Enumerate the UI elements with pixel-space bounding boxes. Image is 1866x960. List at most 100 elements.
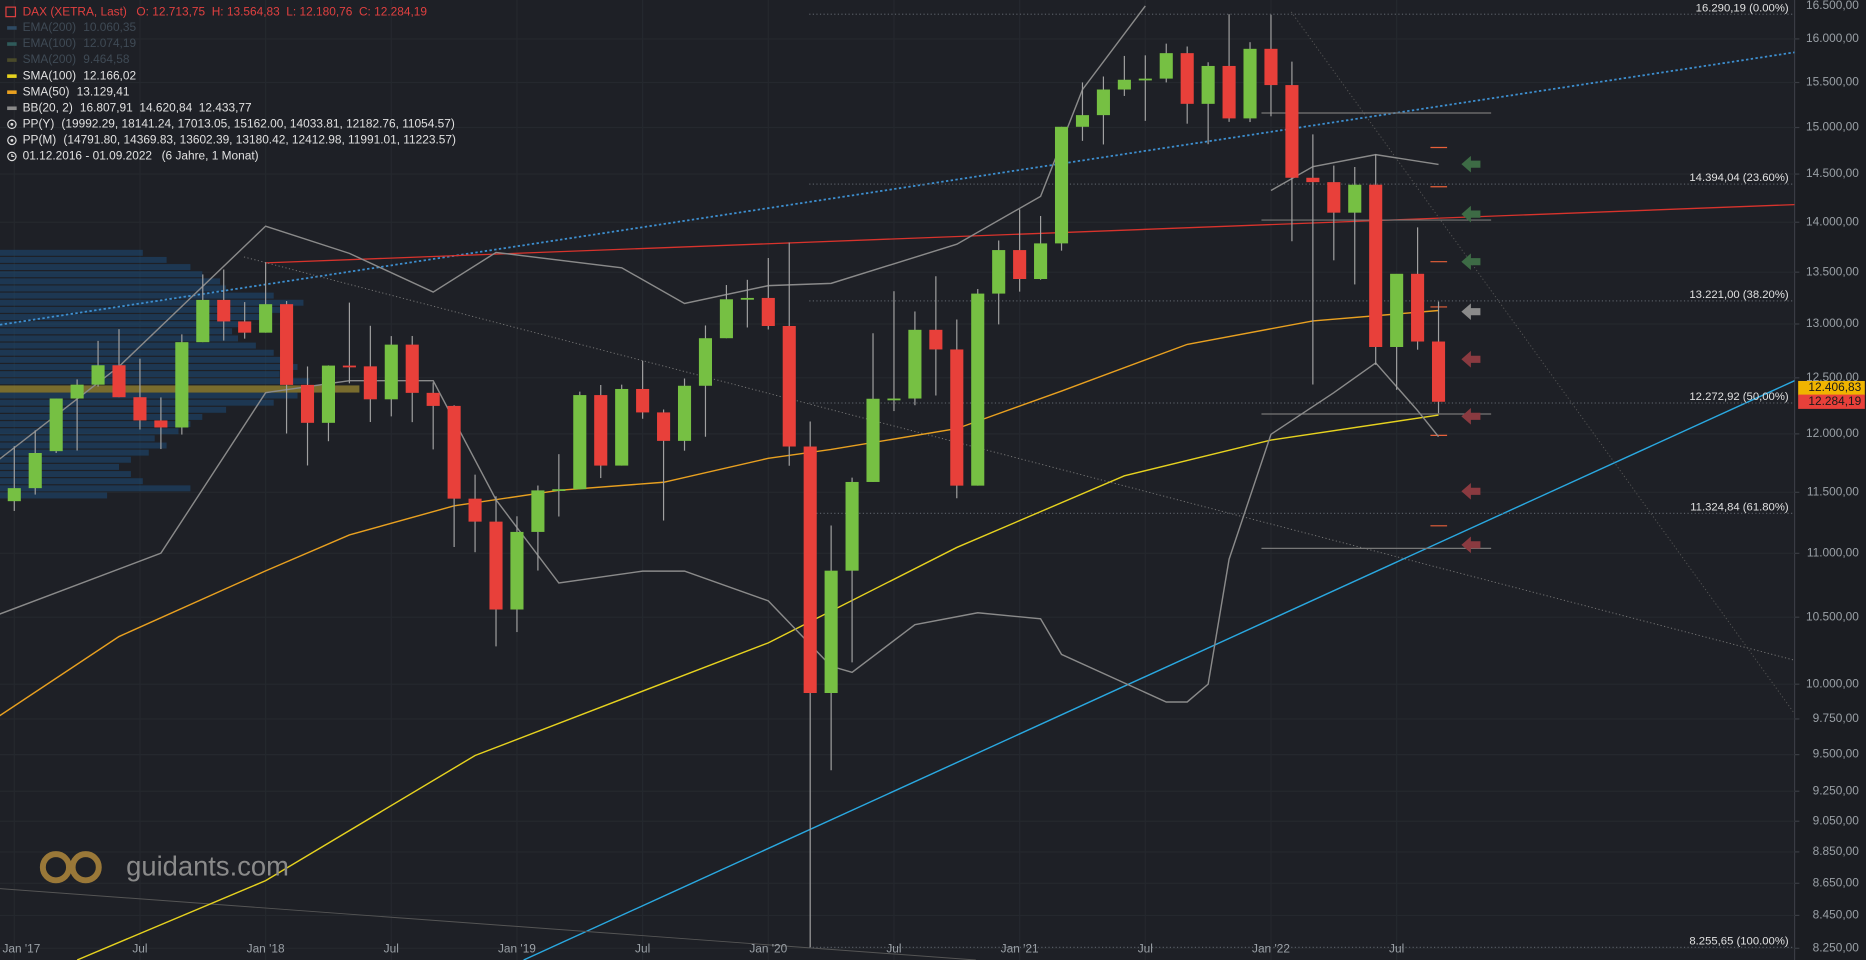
profile-bar [0, 456, 131, 463]
candle-body [698, 338, 713, 386]
legend-name: EMA(200) [23, 20, 77, 34]
legend-value: 12.166,02 [83, 68, 136, 82]
profile-bar [0, 271, 203, 278]
candle-body [657, 412, 671, 441]
fib-label: 12.272,92 (50,00%) [1689, 391, 1788, 403]
candle-body [1201, 65, 1215, 104]
profile-bar [0, 342, 256, 349]
x-tick-label: Jan '20 [749, 941, 787, 955]
candle-body [1306, 177, 1320, 183]
profile-bar [0, 428, 179, 435]
candle-body [719, 299, 733, 339]
arrow [1461, 303, 1481, 320]
y-tick-label: 13.000,00 [1806, 316, 1859, 330]
candle-body [929, 329, 943, 350]
candle-body [280, 304, 294, 385]
price-tag [1798, 394, 1865, 409]
profile-bar [0, 292, 274, 299]
candle-body [824, 570, 838, 694]
legend-name: SMA(100) [23, 68, 77, 82]
legend-value: 10.060,35 [83, 20, 136, 34]
y-tick-label: 9.750,00 [1813, 711, 1860, 725]
candle-body [908, 329, 922, 399]
candle-body [1431, 341, 1446, 402]
candle-body [447, 405, 461, 499]
candle-body [866, 398, 880, 482]
candle-body [845, 481, 859, 571]
candle-body [489, 521, 503, 610]
arrow [1461, 155, 1481, 173]
profile-bar [0, 328, 233, 335]
profile-bar [0, 378, 310, 385]
candle-body [1411, 273, 1425, 342]
y-tick-label: 8.250,00 [1813, 940, 1860, 954]
candle-body [1096, 89, 1110, 116]
x-tick-label: Jan '17 [2, 941, 40, 955]
pivot-ticks [1430, 146, 1448, 527]
candle-body [1348, 184, 1362, 213]
y-tick-label: 10.500,00 [1806, 609, 1859, 623]
y-tick-label: 14.000,00 [1806, 214, 1859, 228]
profile-bar [0, 299, 304, 306]
profile-bar [0, 478, 143, 485]
y-tick-label: 11.500,00 [1807, 484, 1859, 498]
candle-body [321, 365, 335, 423]
y-tick-label: 9.050,00 [1813, 813, 1860, 827]
candle-body [91, 365, 105, 385]
fib-label: 13.221,00 (38.20%) [1689, 289, 1788, 301]
legend: DAX (XETRA, Last) 01.12.2016 - 01.09.202… [5, 5, 456, 163]
candle-body [217, 299, 231, 322]
legend-value: 12.074,19 [83, 36, 136, 50]
candle-body [1264, 48, 1278, 86]
candle-body [1180, 53, 1194, 104]
candle-body [300, 384, 315, 423]
candle-body [615, 388, 629, 466]
legend-swatch [7, 26, 17, 30]
profile-bar [0, 485, 191, 492]
period-length: (6 Jahre, 1 Monat) [162, 149, 259, 163]
profile-bar [0, 249, 143, 256]
pivot-icon [7, 119, 17, 130]
candle-body [782, 325, 796, 447]
candle-body [1117, 79, 1131, 90]
candle-body [175, 342, 189, 428]
candle-body [1159, 53, 1173, 79]
candle-body [363, 366, 377, 400]
signal-arrows [1461, 155, 1481, 554]
legend-swatch [7, 42, 17, 46]
fib-label: 14.394,04 (23.60%) [1689, 172, 1788, 184]
band-line [0, 361, 1440, 703]
profile-bar [0, 392, 298, 399]
profile-bar [0, 442, 167, 449]
fib-label: 11.324,84 (61.80%) [1690, 501, 1789, 513]
candle-body [112, 365, 126, 398]
candle-body [992, 250, 1006, 294]
candle-body [1013, 250, 1027, 280]
candle-body [426, 392, 440, 406]
profile-bar [0, 471, 131, 478]
ohlc: O: 12.713,75 H: 13.564,83 L: 12.180,76 C… [136, 5, 427, 19]
y-tick-label: 16.500,00 [1806, 0, 1859, 12]
trend-line [0, 888, 976, 960]
y-tick-label: 12.500,00 [1806, 370, 1859, 384]
candle-body [971, 293, 985, 486]
legend-name: PP(Y) [23, 116, 55, 130]
legend-value: (19992.29, 18141.24, 17013.05, 15162.00,… [61, 116, 454, 130]
watermark-text: guidants.com [126, 851, 289, 882]
x-tick-label: Jan '19 [498, 941, 536, 955]
profile-bar [0, 364, 298, 370]
candle-body [1222, 65, 1236, 119]
profile-bar [0, 449, 149, 456]
candle-body [1075, 115, 1090, 127]
candle-body [28, 453, 42, 489]
arrow [1461, 205, 1481, 223]
logo [69, 851, 102, 884]
y-tick-label: 8.650,00 [1813, 875, 1860, 889]
x-tick-label: Jan '21 [1001, 941, 1039, 955]
price-tag-label: 12.284,19 [1808, 394, 1861, 408]
pivot-icon [7, 135, 17, 146]
candle-body [7, 488, 21, 502]
y-tick-label: 8.450,00 [1813, 908, 1860, 922]
